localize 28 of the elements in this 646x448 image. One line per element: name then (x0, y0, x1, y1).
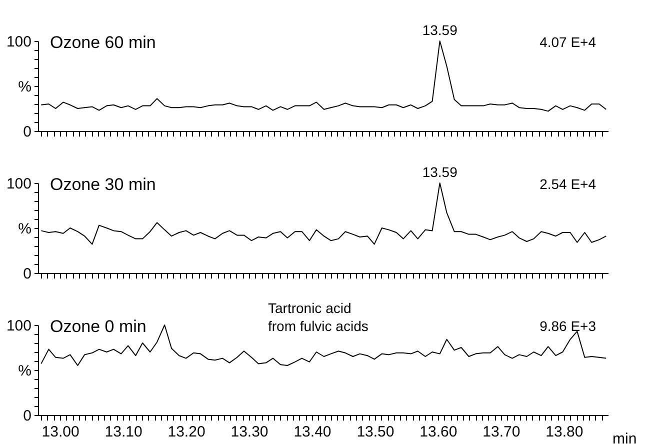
y-tick-label: 100 (6, 34, 32, 50)
x-tick-label: 13.50 (356, 424, 394, 440)
x-tick-label: 13.10 (104, 424, 142, 440)
x-tick-label: 13.70 (482, 424, 520, 440)
y-tick-label: % (18, 78, 32, 96)
annotation: 13.59 (422, 164, 458, 180)
y-tick-label: % (18, 220, 32, 238)
annotation: 2.54 E+4 (540, 176, 596, 192)
x-tick-label: 13.60 (420, 424, 458, 440)
x-tick-label: 13.00 (42, 424, 80, 440)
y-tick-label: 0 (23, 124, 32, 140)
annotation: 9.86 E+3 (540, 318, 596, 334)
y-tick-label: 100 (6, 176, 32, 192)
annotation: 4.07 E+4 (540, 34, 596, 50)
y-tick-label: 0 (23, 266, 32, 282)
x-tick-label: 13.40 (294, 424, 332, 440)
annotation: Ozone 30 min (50, 175, 156, 194)
annotation: Tartronic acid from fulvic acids (268, 300, 368, 334)
x-tick-label: 13.20 (168, 424, 206, 440)
y-tick-label: 100 (6, 318, 32, 334)
annotation: Ozone 0 min (50, 317, 146, 336)
x-tick-label: 13.30 (230, 424, 268, 440)
x-tick-label: 13.80 (546, 424, 584, 440)
annotation: Ozone 60 min (50, 33, 156, 52)
y-tick-label: 0 (23, 408, 32, 424)
annotation: 13.59 (422, 22, 458, 38)
y-tick-label: % (18, 362, 32, 380)
x-axis-title: min (612, 430, 637, 448)
